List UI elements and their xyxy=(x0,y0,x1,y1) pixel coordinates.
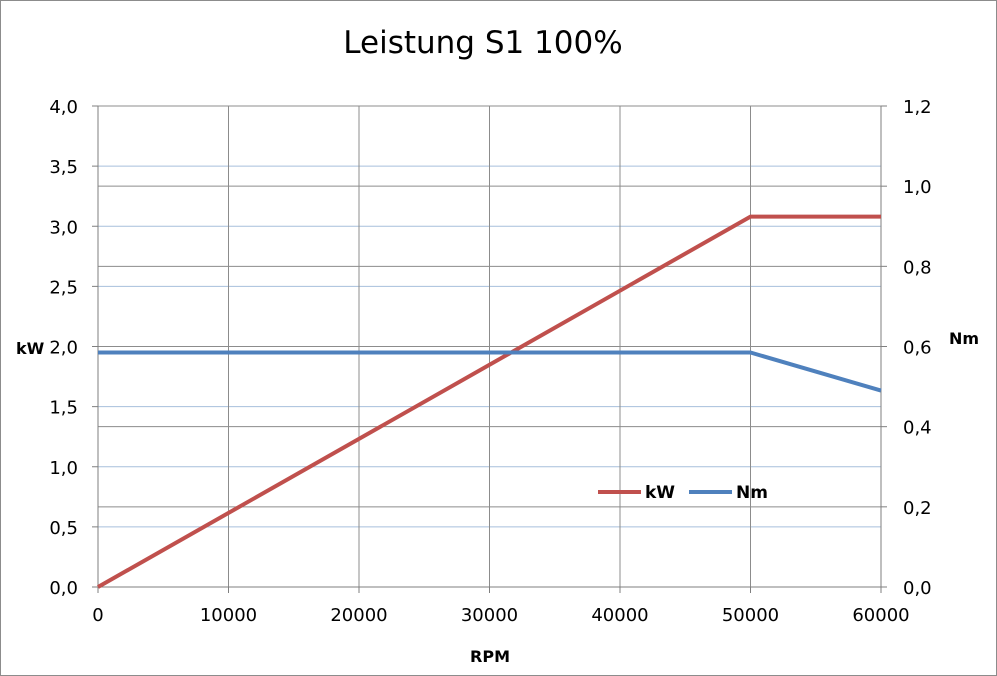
tick-labels: 0,0 0,5 1,0 1,5 2,0 2,5 3,0 3,5 4,0 0,0 0,2 0,4 0,6 0… xyxy=(49,97,931,626)
axes xyxy=(92,105,887,593)
y2-tick-label: 0,4 xyxy=(903,418,932,439)
y2-tick-label: 1,2 xyxy=(903,97,932,118)
y2-tick-label: 0,2 xyxy=(903,498,932,519)
y2-tick-label: 0,8 xyxy=(903,257,932,278)
y-tick-label: 3,0 xyxy=(49,217,78,238)
x-tick-label: 30000 xyxy=(461,605,518,626)
x-tick-label: 0 xyxy=(92,605,103,626)
x-tick-label: 60000 xyxy=(852,605,909,626)
y-tick-label: 2,0 xyxy=(49,338,78,359)
x-tick-label: 10000 xyxy=(200,605,257,626)
chart-title: Leistung S1 100% xyxy=(343,25,622,61)
series-line-kw xyxy=(97,214,881,589)
legend: kW Nm xyxy=(598,483,768,503)
y-tick-label: 4,0 xyxy=(49,97,78,118)
series-group xyxy=(97,214,882,589)
y-axis-label: kW xyxy=(16,339,45,358)
y-tick-label: 0,5 xyxy=(49,518,78,539)
x-tick-label: 20000 xyxy=(330,605,387,626)
legend-label-kw: kW xyxy=(645,483,675,503)
series-line-nm xyxy=(98,350,882,393)
x-tick-label: 40000 xyxy=(591,605,648,626)
y-tick-label: 2,5 xyxy=(49,277,78,298)
y2-tick-label: 0,0 xyxy=(903,578,932,599)
y-tick-label: 3,5 xyxy=(49,157,78,178)
y-tick-label: 1,0 xyxy=(49,458,78,479)
legend-label-nm: Nm xyxy=(736,483,768,503)
y-tick-label: 0,0 xyxy=(49,578,78,599)
y2-axis-label: Nm xyxy=(949,329,979,348)
grid xyxy=(98,105,882,587)
y-tick-label: 1,5 xyxy=(49,398,78,419)
x-axis-label: RPM xyxy=(470,647,510,666)
x-tick-label: 50000 xyxy=(722,605,779,626)
y2-tick-label: 0,6 xyxy=(903,338,932,359)
y2-tick-label: 1,0 xyxy=(903,177,932,198)
